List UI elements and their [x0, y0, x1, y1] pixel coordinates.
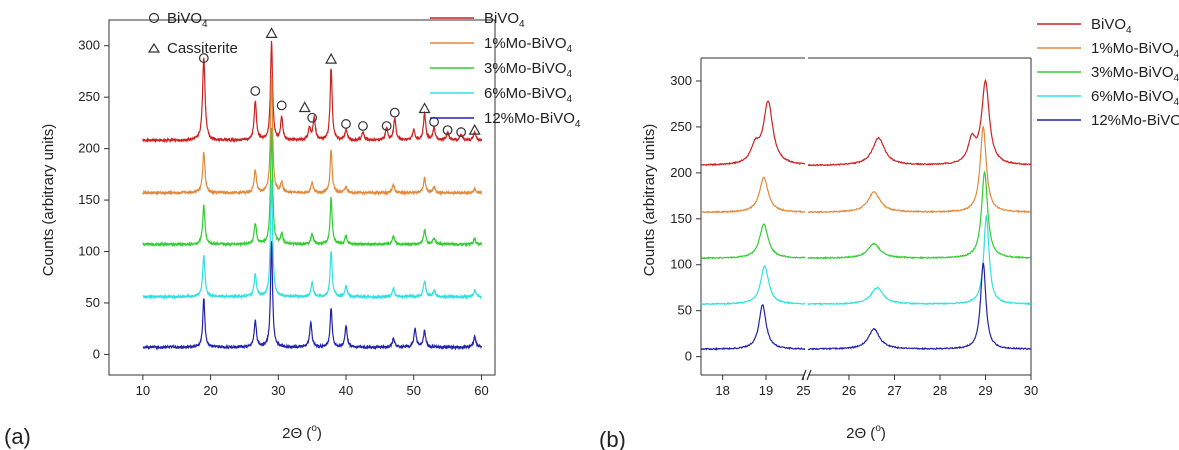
- panel-b-label: (b): [599, 427, 626, 450]
- y-tick-label: 50: [86, 295, 100, 310]
- bivo4-peak-marker: [358, 121, 368, 131]
- x-tick-label: 26: [842, 383, 856, 398]
- legend-entry: 1%Mo-BiVO4: [484, 35, 573, 55]
- y-tick-label: 300: [670, 73, 692, 88]
- series-line-0-right: [807, 78, 1032, 167]
- panel-b-series-group: [700, 78, 1032, 351]
- bivo4-peak-marker: [429, 116, 439, 127]
- y-tick-label: 300: [78, 38, 100, 53]
- series-line-2-left: [700, 223, 806, 260]
- bivo4-peak-marker: [442, 125, 453, 136]
- panel-a-x-axis: 10 20 30 40 50 60: [136, 375, 489, 398]
- bivo4-peak-marker: [456, 127, 467, 138]
- x-tick-label: 18: [715, 383, 729, 398]
- cassiterite-peak-marker: [468, 123, 481, 135]
- series-line-2: [142, 127, 483, 248]
- panel-a-x-axis-label: 2Θ (o): [282, 423, 322, 442]
- axis-break-mark: [801, 369, 807, 381]
- y-tick-label: 250: [78, 89, 100, 104]
- bivo4-peak-marker: [198, 53, 209, 63]
- series-line-1: [142, 75, 483, 197]
- panel-b-x-axis-label: 2Θ (o): [846, 423, 886, 442]
- cassiterite-peak-marker: [418, 102, 431, 114]
- panel-b-y-axis: 0 50 100 150 200 250 300: [670, 73, 701, 364]
- bivo4-peak-marker: [389, 107, 400, 118]
- y-tick-label: 150: [78, 192, 100, 207]
- panel-a-y-axis: 0 50 100 150 200 250 300: [78, 38, 109, 361]
- series-line-1-right: [808, 125, 1032, 214]
- x-tick-label: 20: [203, 383, 217, 398]
- x-tick-label: 30: [1024, 383, 1038, 398]
- y-tick-label: 150: [670, 211, 692, 226]
- series-line-4-right: [808, 262, 1032, 351]
- y-tick-label: 200: [78, 141, 100, 156]
- x-tick-label: 30: [271, 383, 285, 398]
- bivo4-peak-marker: [276, 100, 287, 111]
- marker-legend-bivo4-label: BiVO4: [167, 10, 208, 30]
- series-line-0: [142, 40, 483, 144]
- marker-legend-cassiterite-label: Cassiterite: [167, 40, 238, 57]
- panel-a-label: (a): [4, 424, 31, 449]
- x-tick-label: 10: [136, 383, 150, 398]
- y-tick-label: 0: [93, 346, 100, 361]
- panel-b-plot-frame: [700, 57, 1032, 381]
- y-tick-label: 200: [670, 165, 692, 180]
- series-line-3-right: [807, 214, 1032, 306]
- y-tick-label: 100: [670, 257, 692, 272]
- marker-legend-circle-icon: [148, 12, 160, 24]
- panel-a-y-axis-label: Counts (arbitrary units): [40, 124, 57, 277]
- axis-break-mark: [806, 369, 812, 381]
- series-line-4: [142, 241, 483, 351]
- marker-legend: BiVO4 Cassiterite: [147, 10, 238, 57]
- x-tick-label: 40: [339, 383, 353, 398]
- legend-entry: 3%Mo-BiVO4: [484, 60, 573, 80]
- cassiterite-peak-marker: [325, 52, 338, 64]
- x-tick-label: 50: [407, 383, 421, 398]
- legend-entry: 3%Mo-BiVO4: [1091, 64, 1179, 84]
- bivo4-peak-marker: [341, 119, 351, 129]
- x-tick-label: 27: [887, 383, 901, 398]
- panel-a-series-group: [142, 40, 483, 351]
- panel-b-y-axis-label: Counts (arbitrary units): [641, 124, 658, 277]
- series-line-1-left: [700, 176, 806, 214]
- x-tick-label: 19: [759, 383, 773, 398]
- series-line-0-left: [700, 100, 806, 167]
- panel-a-plot-frame: [108, 19, 496, 376]
- panel-b-x-axis: 18 19 25 26 27 28 29 30: [715, 375, 1038, 398]
- panel-b-legend: BiVO4 1%Mo-BiVO4 3%Mo-BiVO4 6%Mo-BiVO4 12%Mo…: [1037, 16, 1179, 132]
- cassiterite-peak-marker: [265, 27, 278, 38]
- series-line-4-left: [700, 303, 806, 351]
- legend-entry: 12%Mo-BiVO4: [484, 110, 581, 130]
- panel-a-peak-markers: [198, 27, 481, 138]
- marker-legend-triangle-icon: [147, 42, 161, 53]
- y-tick-label: 250: [670, 119, 692, 134]
- series-line-3: [142, 179, 482, 301]
- bivo4-peak-marker: [250, 86, 261, 96]
- bivo4-peak-marker: [307, 112, 318, 123]
- x-tick-label: 60: [474, 383, 488, 398]
- panel-b-chart: 0 50 100 150 200 250 300 18 19 25 26 27 28 29 30 Coun…: [599, 16, 1179, 450]
- x-tick-label: 29: [978, 383, 992, 398]
- legend-entry: 6%Mo-BiVO4: [1091, 88, 1179, 108]
- x-tick-label: 28: [933, 383, 947, 398]
- legend-entry: BiVO4: [1091, 16, 1132, 36]
- legend-entry: 6%Mo-BiVO4: [484, 85, 573, 105]
- panel-a-chart: 0 50 100 150 200 250 300 10 20 30 40 50 60 Counts (…: [4, 10, 581, 449]
- bivo4-peak-marker: [381, 121, 392, 131]
- series-line-2-right: [807, 170, 1031, 260]
- panel-a-legend: BiVO4 1%Mo-BiVO4 3%Mo-BiVO4 6%Mo-BiVO4 12%Mo…: [430, 10, 581, 130]
- x-tick-label: 25: [796, 383, 810, 398]
- y-tick-label: 0: [685, 349, 692, 364]
- series-line-3-left: [700, 264, 806, 306]
- y-tick-label: 100: [78, 244, 100, 259]
- legend-entry: BiVO4: [484, 10, 525, 30]
- y-tick-label: 50: [678, 303, 692, 318]
- cassiterite-peak-marker: [298, 101, 311, 113]
- legend-entry: 12%Mo-BiVO4: [1091, 112, 1179, 132]
- legend-entry: 1%Mo-BiVO4: [1091, 40, 1179, 60]
